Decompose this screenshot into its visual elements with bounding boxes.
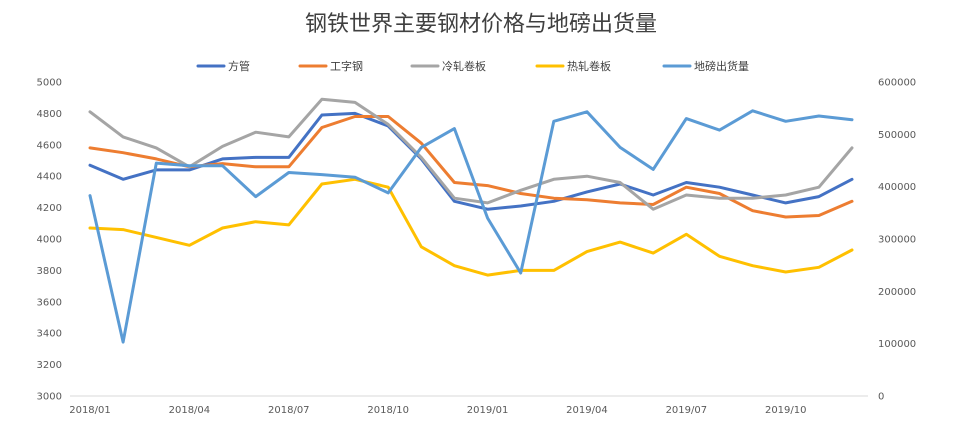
y-left-tick-labels: 3000 3200 3400 3600 3800 4000 4200 4400 4600 4800… — [37, 78, 62, 403]
series-line-1 — [88, 111, 854, 211]
y-left-tick-label: 4600 — [37, 140, 62, 151]
y-right-tick-labels: 0 100000 200000 300000 400000 500000 600000 — [878, 78, 916, 403]
y-right-tick-label: 500000 — [878, 130, 916, 141]
y-left-tick-label: 3800 — [37, 266, 62, 277]
legend: 方管 工字钢 冷轧卷板 热轧卷板 地磅出货量 — [196, 59, 749, 73]
series-lines — [88, 97, 854, 344]
x-tick-label: 2018/01 — [69, 405, 111, 416]
x-tick-label: 2018/04 — [169, 405, 211, 416]
y-left-tick-label: 5000 — [37, 78, 62, 89]
x-tick-label: 2018/10 — [367, 405, 409, 416]
series-line-5 — [88, 109, 854, 344]
y-right-tick-label: 100000 — [878, 339, 916, 350]
legend-label: 地磅出货量 — [694, 59, 749, 73]
y-right-tick-label: 600000 — [878, 78, 916, 89]
y-left-tick-label: 3400 — [37, 329, 62, 340]
x-tick-label: 2019/01 — [467, 405, 509, 416]
y-right-tick-label: 0 — [878, 392, 884, 403]
x-tick-label: 2019/07 — [666, 405, 708, 416]
series-line-3 — [88, 97, 854, 211]
legend-label: 方管 — [228, 59, 250, 73]
series-line-4 — [88, 177, 854, 277]
y-left-tick-label: 3600 — [37, 297, 62, 308]
y-left-tick-label: 4800 — [37, 109, 62, 120]
x-tick-label: 2018/07 — [268, 405, 310, 416]
chart-title: 钢铁世界主要钢材价格与地磅出货量 — [305, 12, 657, 37]
x-tick-labels: 2018/01 2018/04 2018/07 2018/10 2019/01 2019/… — [69, 405, 806, 416]
x-tick-label: 2019/10 — [765, 405, 807, 416]
y-left-tick-label: 4000 — [37, 235, 62, 246]
legend-label: 热轧卷板 — [567, 59, 611, 73]
legend-label: 工字钢 — [330, 59, 363, 73]
x-tick-label: 2019/04 — [566, 405, 608, 416]
series-line-2 — [88, 115, 854, 219]
y-left-tick-label: 3000 — [37, 392, 62, 403]
y-left-tick-label: 3200 — [37, 360, 62, 371]
y-right-tick-label: 400000 — [878, 182, 916, 193]
y-left-tick-label: 4200 — [37, 203, 62, 214]
y-right-tick-label: 200000 — [878, 287, 916, 298]
legend-label: 冷轧卷板 — [442, 59, 486, 73]
y-left-tick-label: 4400 — [37, 172, 62, 183]
y-right-tick-label: 300000 — [878, 235, 916, 246]
